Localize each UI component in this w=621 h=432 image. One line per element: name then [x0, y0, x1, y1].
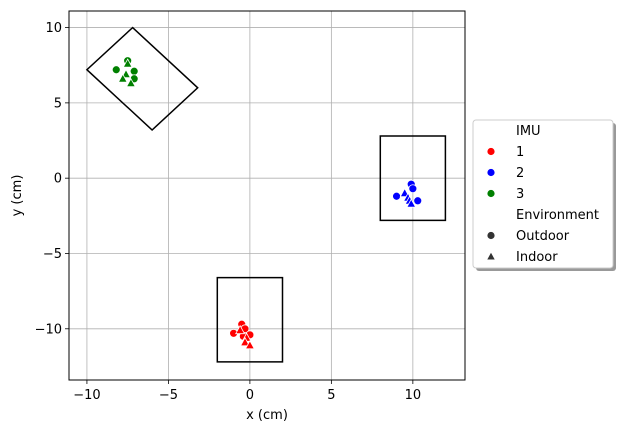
point-imu2-indoor [406, 198, 417, 208]
point-imu1-indoor [239, 336, 251, 347]
legend-label-outdoor: Outdoor [516, 229, 570, 244]
x-tick-label: −5 [159, 388, 178, 403]
x-tick-label: 5 [327, 388, 335, 403]
point-imu3-outdoor [111, 65, 121, 75]
legend-label-imu-3: 3 [516, 187, 524, 202]
legend-marker-indoor [485, 251, 497, 261]
legend-label-imu-1: 1 [516, 145, 524, 160]
grid-lines [69, 11, 465, 380]
plot-frame [68, 10, 466, 381]
legend-items: IMU 1 2 3 Environment Outdoor Indoor [485, 124, 599, 265]
y-tick-label: 0 [54, 172, 62, 187]
region-imu-3 [85, 26, 199, 132]
point-imu3-indoor [125, 77, 136, 88]
point-imu1-indoor [235, 324, 246, 335]
x-tick-label: −10 [73, 388, 100, 403]
axis-ticks: −10 −5 0 5 10 −10 −5 0 5 10 [35, 21, 422, 403]
legend-marker-imu-2 [486, 168, 496, 177]
legend-marker-outdoor [486, 231, 496, 240]
point-imu2-outdoor [392, 191, 401, 201]
legend-label-imu-2: 2 [516, 166, 524, 181]
y-tick-label: 5 [54, 96, 62, 111]
point-imu3-indoor [117, 73, 128, 83]
legend-title-environment: Environment [516, 208, 599, 223]
x-tick-label: 0 [246, 388, 254, 403]
point-imu1-indoor [244, 339, 255, 350]
legend-marker-imu-1 [486, 147, 496, 156]
y-tick-label: 10 [45, 21, 62, 36]
legend-marker-imu-3 [486, 189, 496, 198]
point-imu3-outdoor [129, 66, 139, 76]
x-tick-label: 10 [405, 388, 422, 403]
y-tick-label: −5 [43, 247, 62, 262]
legend-title-imu: IMU [516, 124, 541, 139]
point-imu3-indoor [122, 58, 133, 68]
region-imu-1 [216, 276, 284, 363]
region-imu-2 [379, 135, 447, 222]
point-imu2-outdoor [408, 184, 418, 194]
x-axis-label: x (cm) [246, 408, 288, 423]
legend-box [472, 119, 614, 269]
y-tick-label: −10 [35, 322, 62, 337]
legend: IMU 1 2 3 Environment Outdoor Indoor [472, 119, 616, 271]
y-axis-label: y (cm) [10, 175, 25, 217]
data-points [111, 56, 423, 350]
legend-label-indoor: Indoor [516, 250, 558, 265]
region-rectangles [85, 26, 447, 363]
point-imu2-outdoor [413, 196, 423, 206]
